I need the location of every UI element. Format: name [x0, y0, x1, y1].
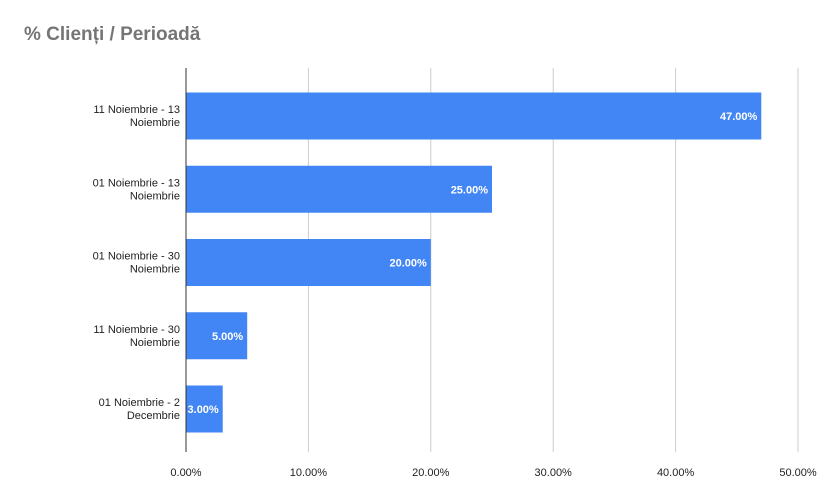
bar — [186, 385, 223, 433]
x-tick-label: 0.00% — [170, 467, 201, 479]
x-tick-labels: 0.00% 10.00% 20.00% 30.00% 40.00% 50.00% — [170, 467, 816, 479]
bar — [186, 239, 431, 286]
x-tick-label: 30.00% — [535, 467, 573, 479]
chart-title: % Clienți / Perioadă — [24, 24, 201, 45]
bars — [186, 92, 762, 433]
data-label: 47.00% — [720, 111, 758, 123]
bar — [186, 312, 248, 360]
x-tick-label: 50.00% — [779, 467, 817, 479]
category-label: 11 Noiembrie - 13 Noiembrie — [93, 104, 180, 129]
x-tick-label: 10.00% — [290, 467, 328, 479]
x-tick-label: 40.00% — [657, 467, 695, 479]
category-label: 11 Noiembrie - 30 Noiembrie — [93, 324, 180, 349]
bar — [186, 165, 492, 213]
data-label: 20.00% — [389, 258, 427, 270]
category-labels: 11 Noiembrie - 13 Noiembrie 01 Noiembrie -… — [93, 104, 180, 422]
x-tick-label: 20.00% — [412, 467, 450, 479]
category-label: 01 Noiembrie - 30 Noiembrie — [93, 251, 180, 276]
bar — [186, 92, 762, 140]
category-label: 01 Noiembrie - 2 Decembrie — [99, 397, 180, 422]
data-labels: 47.00% 25.00% 20.00% 5.00% 3.00% — [188, 111, 758, 416]
category-label: 01 Noiembrie - 13 Noiembrie — [93, 177, 180, 202]
data-label: 5.00% — [212, 331, 243, 343]
data-label: 25.00% — [451, 184, 489, 196]
data-label: 3.00% — [188, 404, 219, 416]
